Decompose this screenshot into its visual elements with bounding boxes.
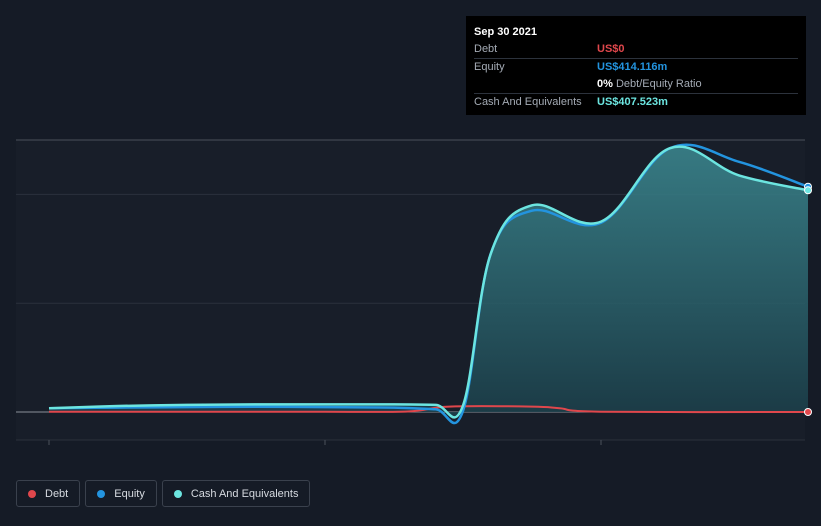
tooltip-row-debt: Debt US$0 bbox=[474, 40, 798, 58]
tooltip-debt-label: Debt bbox=[474, 43, 498, 55]
tooltip-cash-label: Cash And Equivalents bbox=[474, 95, 582, 108]
cash-line bbox=[48, 145, 809, 419]
chart-legend: Debt Equity Cash And Equivalents bbox=[16, 480, 311, 507]
legend-item-cash[interactable]: Cash And Equivalents bbox=[161, 480, 311, 507]
tooltip-date: Sep 30 2021 bbox=[474, 26, 537, 38]
legend-item-debt[interactable]: Debt bbox=[16, 480, 81, 507]
debt-end-marker bbox=[804, 408, 812, 416]
area-fill bbox=[49, 146, 808, 418]
tooltip-equity-label: Equity bbox=[474, 60, 505, 73]
tooltip-row-cash: Cash And Equivalents US$407.523m bbox=[474, 92, 798, 111]
series-lines bbox=[48, 143, 812, 425]
tooltip-row-equity: Equity US$414.116m bbox=[474, 57, 798, 76]
debt-dot-icon bbox=[28, 489, 36, 498]
tooltip-ratio-pct: 0% bbox=[597, 78, 613, 90]
legend-debt-label: Debt bbox=[45, 487, 69, 500]
tooltip-ratio-label: Debt/Equity Ratio bbox=[615, 78, 702, 90]
cash-end-marker bbox=[804, 186, 812, 195]
tooltip-debt-value: US$0 bbox=[597, 43, 625, 55]
cash-area bbox=[49, 146, 808, 418]
cash-dot-icon bbox=[173, 489, 182, 498]
legend-cash-label: Cash And Equivalents bbox=[190, 487, 299, 500]
tooltip-row-ratio: 0% Debt/Equity Ratio bbox=[474, 75, 798, 93]
tooltip-equity-value: US$414.116m bbox=[597, 60, 668, 73]
debt-line bbox=[48, 405, 809, 414]
legend-item-equity[interactable]: Equity bbox=[85, 480, 157, 507]
tooltip-panel: Sep 30 2021 Debt US$0 Equity US$414.116m… bbox=[466, 16, 806, 115]
tooltip-cash-value: US$407.523m bbox=[597, 95, 668, 108]
tooltip-ratio: 0% Debt/Equity Ratio bbox=[597, 76, 702, 93]
legend-equity-label: Equity bbox=[114, 487, 145, 500]
equity-dot-icon bbox=[97, 489, 106, 498]
